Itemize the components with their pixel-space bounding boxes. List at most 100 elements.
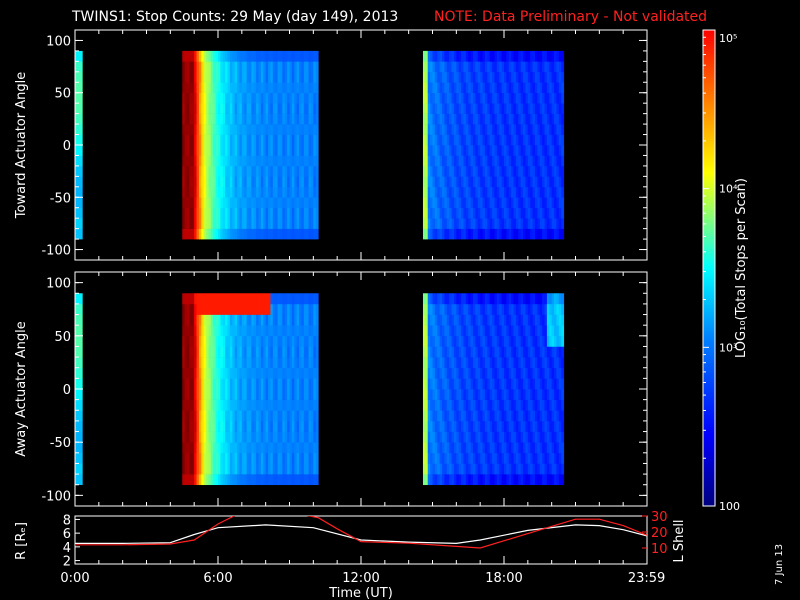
heatmap-cell [275,61,279,73]
heatmap-cell [561,197,565,209]
heatmap-cell [432,103,436,114]
heatmap-cell [187,399,190,411]
heatmap-cell [256,207,260,219]
heatmap-cell [468,474,472,486]
heatmap-cell [499,92,503,104]
heatmap-cell [239,92,243,104]
heatmap-cell [482,410,486,422]
heatmap-cell [446,50,450,62]
heatmap-cell [444,357,448,369]
heatmap-cell [225,134,229,146]
heatmap-cell [253,134,257,146]
heatmap-cell [494,314,498,326]
heatmap-cell [506,346,510,358]
heatmap-cell [232,389,236,400]
heatmap-cell [187,71,190,83]
heatmap-cell [232,82,236,94]
heatmap-cell [492,92,495,104]
heatmap-cell [523,399,526,411]
heatmap-cell [191,463,195,475]
x-tick-label: 23:59 [628,571,665,586]
heatmap-cell [301,452,305,464]
heatmap-cell [520,420,524,432]
heatmap-cell [542,176,546,188]
heatmap-cell [263,463,267,475]
heatmap-cell [534,207,538,219]
heatmap-cell [513,82,517,94]
heatmap-cell [551,442,555,454]
heatmap-cell [453,399,457,411]
heatmap-cell [187,165,190,177]
heatmap-cell [470,103,474,114]
heatmap-cell [556,50,560,62]
heatmap-cell [310,431,314,443]
heatmap-cell [465,463,469,475]
heatmap-cell [508,134,512,146]
heatmap-cell [487,378,491,390]
heatmap-cell [270,452,274,464]
heatmap-cell [189,124,193,135]
heatmap-cell [196,431,200,443]
x-tick-label: 6:00 [203,571,232,586]
heatmap-cell [275,124,279,135]
heatmap-cell [463,207,467,219]
heatmap-cell [554,314,557,326]
heatmap-cell [446,92,450,104]
heatmap-cell [258,378,262,390]
heatmap-cell [282,134,286,146]
heatmap-cell [213,420,217,432]
heatmap-cell [489,399,493,411]
heatmap-cell [277,452,281,464]
heatmap-cell [501,145,505,156]
heatmap-cell [437,335,441,347]
heatmap-cell [196,325,200,337]
heatmap-cell [515,293,519,305]
heatmap-cell [518,346,522,358]
heatmap-cell [215,207,219,219]
heatmap-cell [458,335,462,347]
heatmap-cell [465,61,469,73]
heatmap-cell [554,61,557,73]
heatmap-cell [270,134,274,146]
heatmap-cell [518,124,522,135]
heatmap-cell [520,207,524,219]
heatmap-cell [253,71,257,83]
heatmap-cell [296,82,300,94]
heatmap-cell [225,314,229,326]
heatmap-cell [248,378,252,390]
heatmap-cell [463,389,467,400]
heatmap-cell [272,82,276,94]
heatmap-cell [475,442,479,454]
heatmap-cell [477,325,481,337]
heatmap-cell [523,228,526,240]
heatmap-cell [203,176,207,188]
heatmap-cell [294,335,298,347]
heatmap-cell [218,218,221,229]
heatmap-cell [287,145,290,156]
heatmap-cell [194,92,198,104]
heatmap-cell [222,82,226,94]
heatmap-cell [511,346,515,358]
heatmap-cell [210,314,214,326]
heatmap-cell [279,303,283,315]
heatmap-cell [182,155,186,167]
heatmap-cell [465,145,469,156]
heatmap-cell [554,207,557,219]
heatmap-cell [513,218,517,229]
heatmap-cell [253,335,257,347]
heatmap-cell [477,165,481,177]
heatmap-cell [222,103,226,114]
heatmap-cell [198,452,202,464]
heatmap-cell [206,134,209,146]
heatmap-cell [539,145,543,156]
heatmap-cell [265,474,269,486]
heatmap-cell [77,82,81,94]
heatmap-cell [260,474,264,486]
y-tick-label: -100 [41,244,71,259]
heatmap-cell [492,113,495,125]
heatmap-cell [229,463,233,475]
heatmap-cell [270,442,274,454]
heatmap-cell [206,314,209,326]
heatmap-cell [513,367,517,379]
heatmap-cell [473,82,476,94]
